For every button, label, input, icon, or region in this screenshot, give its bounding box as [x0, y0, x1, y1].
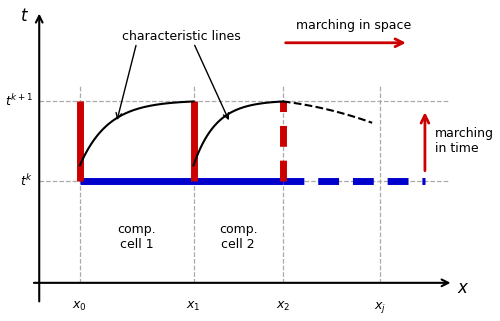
Text: marching
in time: marching in time	[434, 127, 494, 155]
Text: $t^{k+1}$: $t^{k+1}$	[5, 93, 34, 109]
Text: comp.
cell 1: comp. cell 1	[118, 223, 156, 251]
Text: $t^k$: $t^k$	[20, 174, 34, 189]
Text: $x_0$: $x_0$	[72, 300, 87, 313]
Text: comp.
cell 2: comp. cell 2	[219, 223, 258, 251]
Text: $x_1$: $x_1$	[186, 300, 200, 313]
Text: x: x	[458, 279, 468, 297]
Text: $x_2$: $x_2$	[276, 300, 290, 313]
Text: marching in space: marching in space	[296, 19, 412, 32]
Text: $x_j$: $x_j$	[374, 300, 386, 315]
Text: characteristic lines: characteristic lines	[122, 30, 240, 43]
Text: t: t	[22, 7, 28, 25]
